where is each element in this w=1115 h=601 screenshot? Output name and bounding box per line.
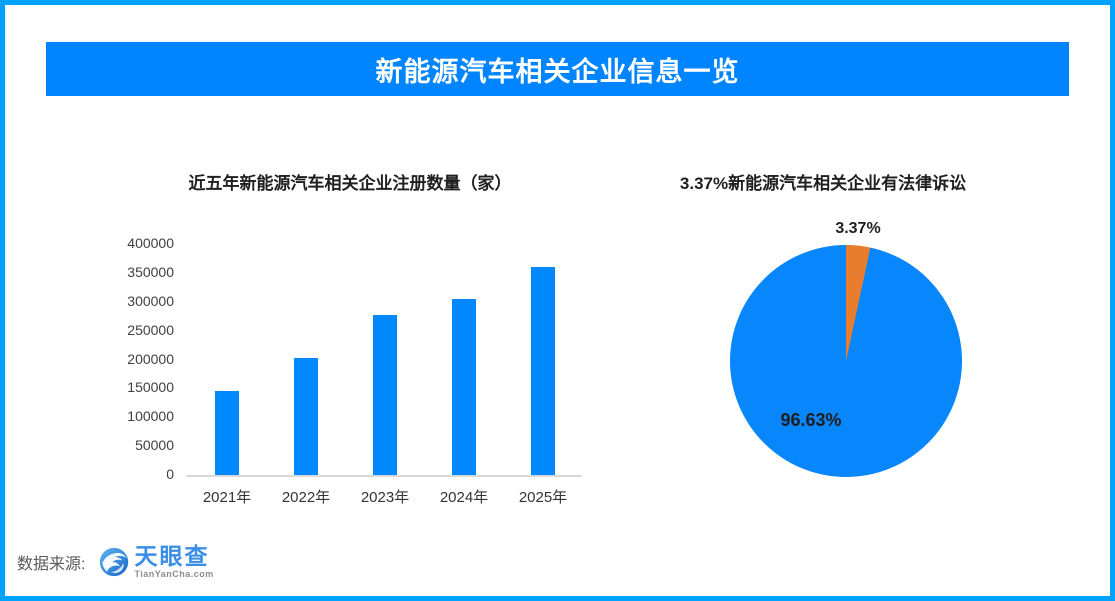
page-title: 新能源汽车相关企业信息一览 <box>375 56 740 87</box>
bar-chart-title: 近五年新能源汽车相关企业注册数量（家） <box>188 174 512 193</box>
data-source-label: 数据来源: <box>17 556 86 573</box>
y-axis-tick-label: 0 <box>166 466 174 482</box>
y-axis-tick-label: 200000 <box>127 350 174 367</box>
header-banner: 新能源汽车相关企业信息一览 <box>46 42 1069 96</box>
bar-2025年 <box>531 267 555 475</box>
logo-domain-text: TianYanCha.com <box>134 569 214 579</box>
y-axis-tick-label: 350000 <box>127 263 174 280</box>
x-axis-tick-label: 2021年 <box>202 489 252 506</box>
logo-brand-text: 天眼查 <box>134 543 210 569</box>
bar-2024年 <box>452 298 476 475</box>
tianyancha-logo: 天眼查 TianYanCha.com <box>99 545 213 579</box>
pie-slice-label-no-litigation: 96.63% <box>780 410 842 430</box>
x-axis-tick-label: 2023年 <box>360 489 410 506</box>
x-axis-tick-label: 2022年 <box>281 489 331 506</box>
pie-chart <box>730 245 962 477</box>
y-axis-tick-label: 150000 <box>127 379 174 396</box>
y-axis-tick-label: 50000 <box>135 437 174 454</box>
bar-2022年 <box>294 358 318 475</box>
footer: 数据来源: 天眼查 TianYanCha.com <box>17 538 214 586</box>
bar-2021年 <box>215 391 239 475</box>
y-axis-tick-label: 100000 <box>127 408 174 425</box>
tianyancha-eye-icon <box>100 547 129 577</box>
bar-2023年 <box>373 315 397 475</box>
x-axis-line <box>186 475 582 477</box>
y-axis-tick-label: 400000 <box>127 235 174 251</box>
pie-slice-label-litigation: 3.37% <box>835 220 881 237</box>
y-axis-tick-label: 250000 <box>127 321 174 338</box>
y-axis-tick-label: 300000 <box>127 292 174 309</box>
logo-text-column: 天眼查 TianYanCha.com <box>134 545 213 579</box>
pie-chart-title: 3.37%新能源汽车相关企业有法律诉讼 <box>679 174 967 193</box>
x-axis-tick-label: 2025年 <box>518 489 568 506</box>
x-axis-tick-label: 2024年 <box>439 489 489 506</box>
